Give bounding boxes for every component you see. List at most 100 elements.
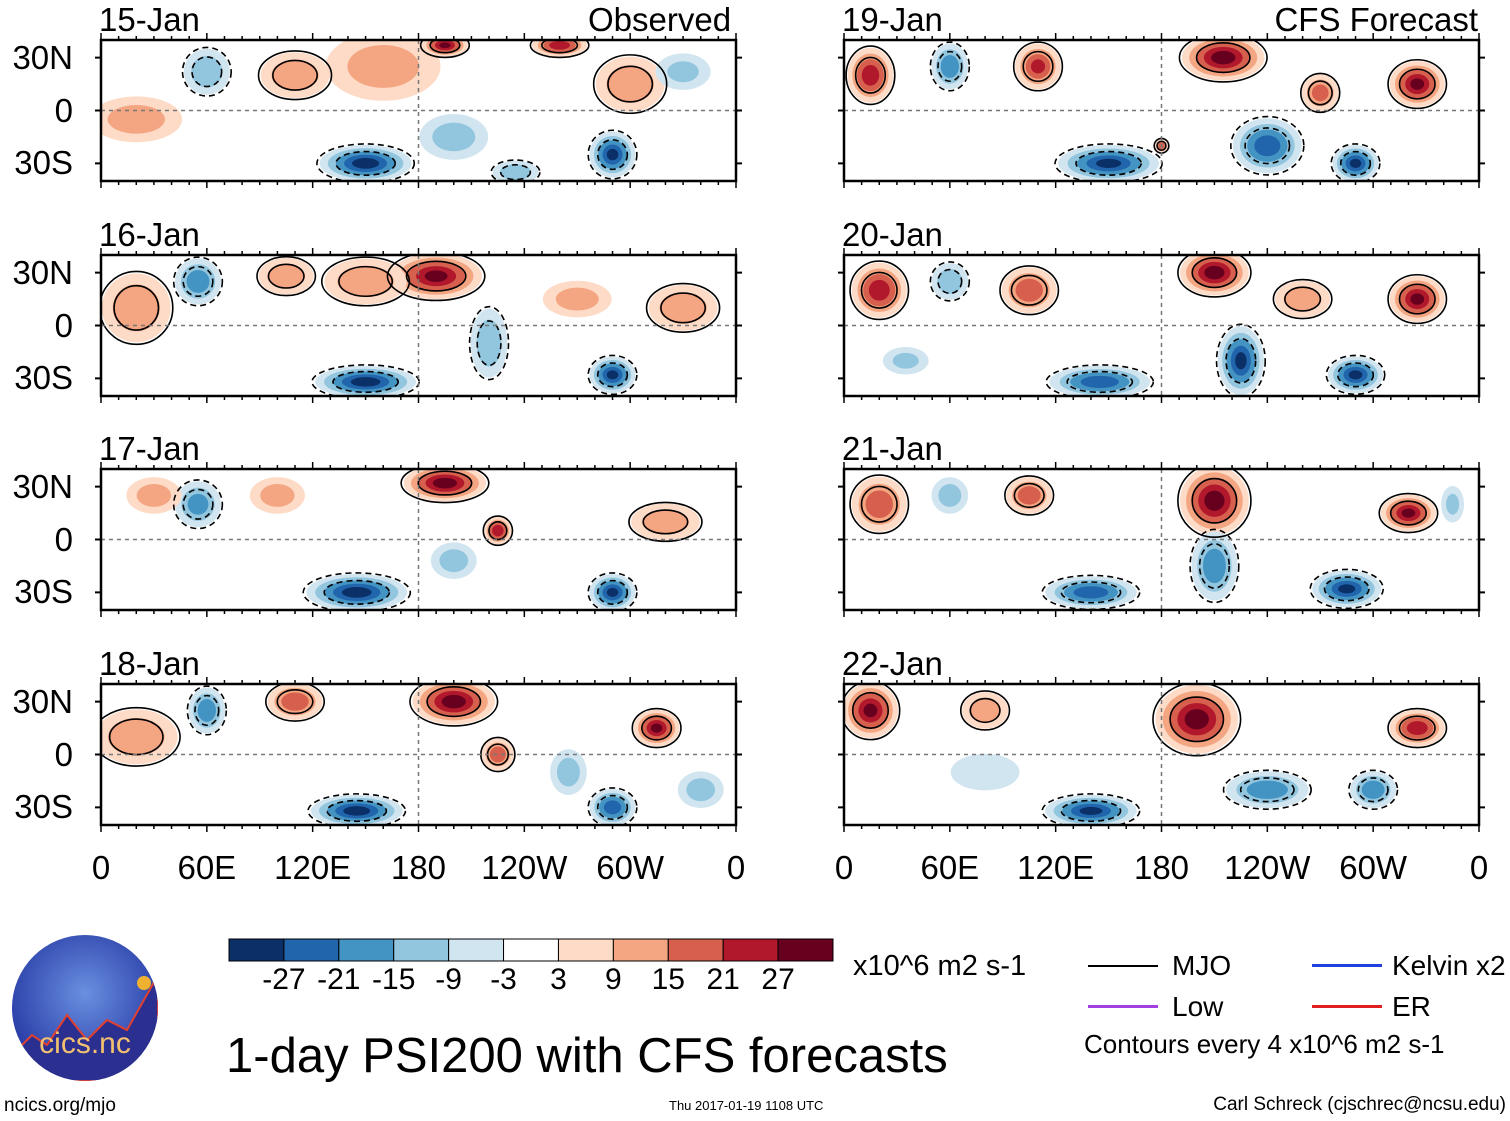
footer-website[interactable]: ncics.org/mjo	[4, 1095, 116, 1116]
lon-tick-label: 0	[726, 849, 746, 886]
anomaly-fill	[187, 493, 209, 515]
mjo-contour	[1357, 777, 1389, 803]
mjo-contour	[182, 265, 214, 298]
colorbar-swatch	[338, 938, 395, 962]
mjo-contour	[937, 50, 963, 83]
anomaly-fill	[863, 703, 878, 718]
panel-date: 21-Jan	[842, 430, 943, 467]
mjo-contour	[645, 282, 721, 333]
mjo-contour	[482, 515, 514, 547]
panel-date: 20-Jan	[842, 216, 943, 253]
colorbar-tick-label: 15	[651, 963, 685, 996]
anomaly-fill	[892, 352, 919, 369]
mjo-contour	[1299, 72, 1341, 114]
mjo-contour	[316, 143, 416, 181]
mjo-contour	[272, 59, 319, 91]
mjo-contour	[307, 793, 407, 825]
colorbar-swatch	[393, 938, 450, 962]
mjo-contour	[1387, 707, 1448, 749]
mjo-contour	[488, 521, 508, 541]
mjo-contour	[1225, 337, 1257, 384]
figure-title: 1-day PSI200 with CFS forecasts	[226, 1029, 948, 1083]
lat-tick-label: 30S	[14, 144, 73, 182]
mjo-contour	[1336, 362, 1375, 388]
lat-tick-label: 30S	[14, 359, 73, 397]
anomaly-fill	[1079, 806, 1103, 815]
mjo-contour	[1045, 364, 1155, 396]
mjo-contour	[1195, 42, 1251, 74]
mjo-contour	[429, 40, 461, 54]
colorbar-swatch	[777, 938, 834, 962]
anomaly-fill	[350, 377, 381, 387]
anomaly-fill	[476, 319, 502, 367]
mjo-contour	[1041, 793, 1141, 825]
anomaly-fill	[337, 265, 394, 298]
mjo-contour	[1323, 576, 1370, 602]
mjo-contour	[267, 263, 305, 289]
mjo-contour	[172, 256, 224, 307]
lon-tick-label: 0	[91, 849, 111, 886]
legend-label-kelvin: Kelvin x2	[1392, 950, 1506, 981]
colorbar-swatch	[667, 938, 724, 962]
anomaly-fill	[191, 56, 223, 88]
mjo-contour	[400, 469, 490, 504]
mjo-contour	[1398, 283, 1436, 315]
mjo-contour	[320, 256, 411, 307]
mjo-contour	[587, 787, 638, 825]
anomaly-fill	[969, 697, 1001, 723]
anomaly-fill	[343, 806, 371, 816]
mjo-contour	[405, 260, 467, 292]
anomaly-fill	[1073, 586, 1109, 599]
lon-tick-label: 60E	[920, 849, 980, 886]
mjo-contour	[276, 688, 314, 715]
anomaly-fill	[1338, 584, 1356, 594]
mjo-contour	[596, 794, 629, 821]
colorbar-tick-label: -9	[435, 963, 462, 996]
mjo-contour	[113, 284, 160, 331]
anomaly-fill	[1204, 265, 1225, 280]
mjo-contour	[1272, 278, 1333, 320]
lat-tick-label: 0	[54, 735, 73, 773]
mjo-contour	[937, 268, 963, 295]
mjo-contour	[172, 479, 224, 530]
anomaly-fill	[1017, 486, 1041, 505]
mjo-contour	[1191, 257, 1238, 289]
mjo-contour	[541, 40, 579, 54]
mjo-contour	[1378, 492, 1439, 534]
lat-tick-label: 30S	[14, 573, 73, 611]
mjo-contour	[311, 364, 420, 396]
anomaly-fill	[441, 694, 466, 709]
mjo-contour	[101, 270, 174, 346]
lon-tick-label: 60W	[1339, 849, 1408, 886]
anomaly-fill	[659, 292, 707, 324]
mjo-contour	[338, 265, 394, 298]
contour-note: Contours every 4 x10^6 m2 s-1	[1084, 1029, 1445, 1059]
mjo-contour	[660, 292, 707, 324]
mjo-contour	[592, 54, 668, 115]
map-panel-16-Jan	[95, 248, 742, 403]
lat-tick-label: 30N	[12, 38, 73, 76]
mjo-contour	[409, 684, 499, 727]
mjo-contour	[182, 488, 214, 520]
legend-label-low: Low	[1172, 991, 1224, 1022]
mjo-contour	[1060, 581, 1122, 604]
lat-tick-label: 30S	[14, 788, 73, 826]
mjo-contour	[1178, 40, 1268, 83]
anomaly-fill	[186, 269, 210, 293]
mjo-contour	[417, 470, 473, 496]
mjo-contour	[642, 509, 689, 535]
anomaly-fill	[1202, 548, 1226, 584]
map-panel-22-Jan	[838, 677, 1485, 832]
mjo-contour	[265, 684, 326, 722]
colorbar-tick-label: -21	[317, 963, 361, 996]
mjo-contour	[1013, 482, 1045, 509]
anomaly-fill	[432, 477, 458, 489]
panel-date: 16-Jan	[99, 216, 200, 253]
lon-tick-label: 180	[390, 849, 447, 886]
colorbar-tick-label: 21	[706, 963, 740, 996]
anomaly-fill	[603, 800, 622, 815]
anomaly-fill	[1349, 158, 1362, 168]
mountain-icon	[12, 972, 158, 1081]
mjo-contour	[194, 694, 220, 727]
anomaly-fill	[650, 723, 663, 733]
